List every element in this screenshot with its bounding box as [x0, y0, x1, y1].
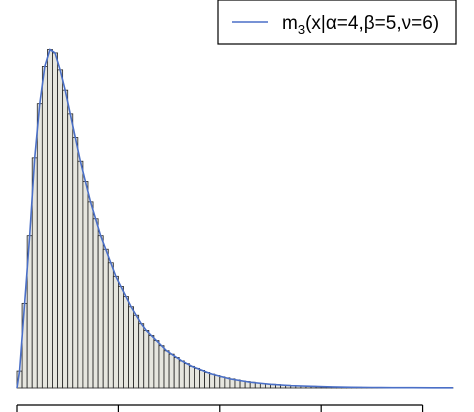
- histogram-bars: [16, 49, 454, 389]
- histogram-bar: [173, 357, 180, 389]
- histogram-bar: [143, 330, 150, 389]
- histogram-bar: [87, 201, 94, 389]
- histogram-bar: [92, 218, 99, 389]
- histogram-bar: [128, 306, 134, 389]
- histogram-bar: [178, 360, 185, 389]
- histogram-bar: [123, 296, 129, 389]
- histogram-bar: [163, 350, 170, 389]
- histogram-bar: [214, 375, 221, 389]
- legend-label-main: m: [282, 13, 298, 34]
- histogram-bar: [112, 275, 119, 389]
- legend: m3(x|α=4,β=5,ν=6): [217, 0, 457, 45]
- histogram-bar: [194, 367, 200, 389]
- histogram-bar: [21, 302, 28, 389]
- density-curve-group: [16, 48, 454, 389]
- histogram-bar: [52, 52, 58, 389]
- histogram-bar: [62, 89, 69, 389]
- histogram-bar: [57, 69, 64, 389]
- histogram-bar: [133, 314, 140, 389]
- histogram-bar: [118, 286, 124, 389]
- legend-label-sub: 3: [298, 22, 305, 37]
- histogram-bar: [82, 181, 89, 389]
- histogram-bar: [148, 335, 155, 389]
- legend-label: m3(x|α=4,β=5,ν=6): [282, 13, 439, 37]
- histogram-bar: [72, 137, 79, 389]
- histogram-bar: [138, 323, 145, 389]
- histogram-bar: [183, 363, 190, 389]
- density-curve: [16, 48, 454, 389]
- histogram-bar: [97, 235, 104, 389]
- histogram-bar: [77, 160, 84, 389]
- histogram-bar: [67, 113, 74, 389]
- histogram-bar: [199, 369, 205, 389]
- histogram-bar: [219, 376, 226, 389]
- histogram-bar: [168, 353, 175, 389]
- histogram-bar: [41, 66, 48, 389]
- histogram-bar: [188, 365, 195, 389]
- histogram-bar: [158, 345, 165, 389]
- histogram-bar: [204, 372, 211, 389]
- histogram-bar: [36, 103, 43, 389]
- x-axis: [16, 404, 424, 412]
- histogram-bar: [209, 373, 216, 389]
- legend-label-rest: (x|α=4,β=5,ν=6): [305, 13, 439, 34]
- histogram-bar: [107, 262, 114, 389]
- histogram-bar: [47, 49, 53, 389]
- histogram-bar: [153, 340, 160, 389]
- histogram-bar: [102, 248, 109, 389]
